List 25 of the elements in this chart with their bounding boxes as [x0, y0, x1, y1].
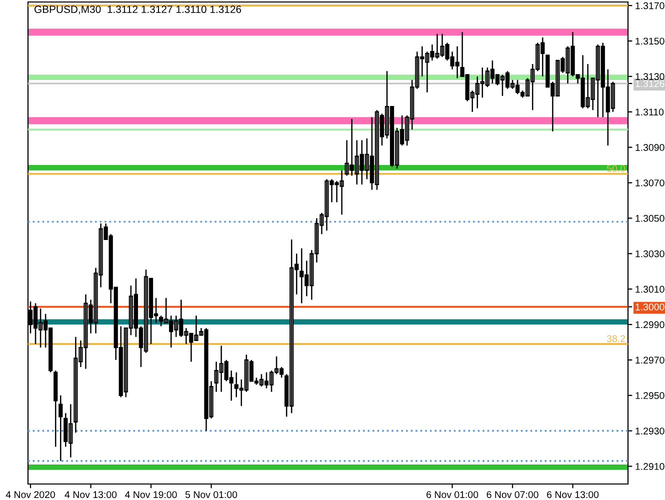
y-tick-label: 1.2950	[636, 392, 664, 400]
x-tick-label: 4 Nov 2020	[6, 491, 55, 498]
x-tick-label: 4 Nov 19:00	[125, 491, 177, 498]
y-tick-label: 1.3030	[636, 250, 664, 258]
y-tick-label: 1.3090	[636, 144, 664, 151]
annotation: 50.0	[606, 165, 626, 172]
y-tick-label: 1.2970	[636, 356, 664, 364]
x-tick-label: 6 Nov 01:00	[426, 491, 478, 498]
y-tick-label: 1.3130	[636, 73, 664, 80]
x-tick-label: 6 Nov 13:00	[547, 491, 599, 498]
x-tick-label: 6 Nov 07:00	[486, 491, 538, 498]
y-tick-label: 1.2930	[636, 428, 664, 434]
y-tick-label: 1.3000	[636, 304, 664, 310]
x-tick-label: 4 Nov 13:00	[64, 491, 117, 498]
y-tick-label: 1.2910	[636, 463, 664, 470]
y-tick-label: 1.2990	[636, 321, 664, 328]
y-tick-label: 1.3110	[636, 108, 664, 116]
y-tick-label: 1.3150	[636, 38, 664, 45]
chart-title: GBPUSD,M30 1.3112 1.3127 1.3110 1.3126	[34, 6, 242, 14]
annotation: 38.2	[606, 335, 626, 342]
y-tick-label: 1.3010	[636, 286, 664, 293]
y-tick-label: 1.3050	[636, 214, 664, 222]
x-tick-label: 5 Nov 01:00	[185, 491, 238, 498]
y-tick-label: 1.3170	[636, 2, 664, 10]
y-tick-label: 1.3070	[636, 179, 664, 186]
